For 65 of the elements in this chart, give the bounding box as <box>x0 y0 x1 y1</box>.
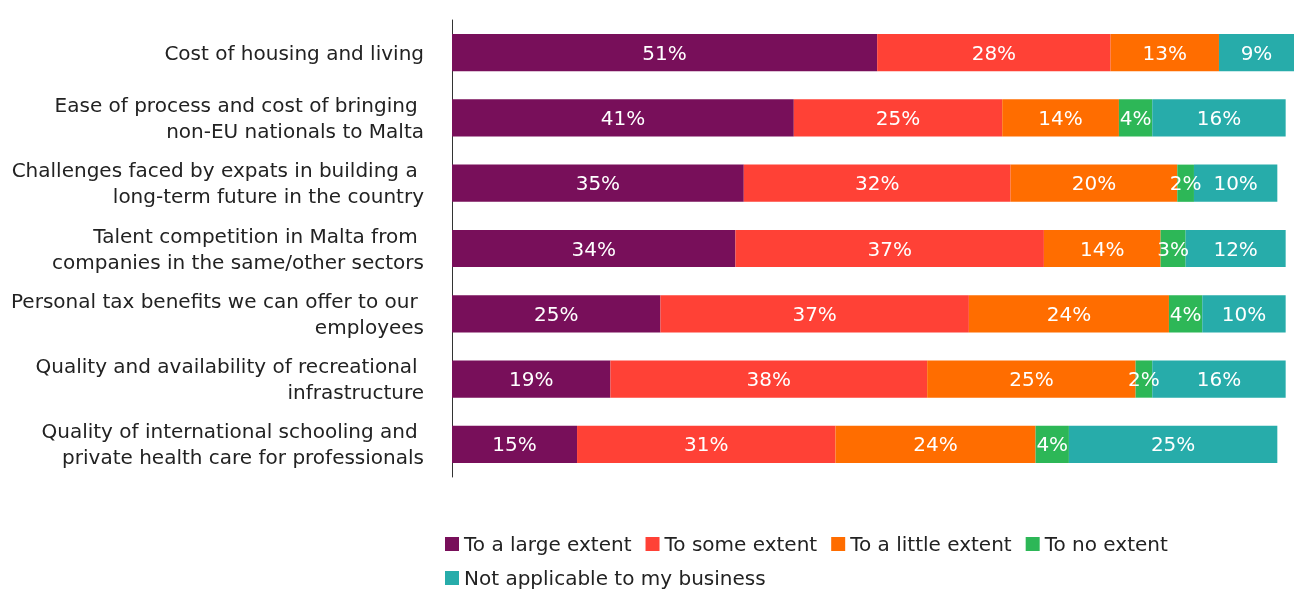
legend-label: Not applicable to my business <box>464 566 766 590</box>
bar <box>735 229 1044 268</box>
bar <box>452 34 878 72</box>
legend-label: To a little extent <box>849 532 1012 556</box>
data-label: 25% <box>875 105 921 130</box>
data-label: 25% <box>533 301 579 326</box>
data-label: 10% <box>1213 171 1258 196</box>
data-label: 24% <box>1046 301 1092 326</box>
data-label: 38% <box>746 367 792 392</box>
bar <box>452 99 794 137</box>
data-label: 16% <box>1196 105 1242 130</box>
data-label: 12% <box>1213 236 1258 261</box>
bar <box>877 34 1111 72</box>
data-label: 37% <box>867 236 912 261</box>
data-label: 25% <box>1009 367 1054 392</box>
bar <box>610 360 928 398</box>
bar <box>452 164 744 202</box>
data-label: 19% <box>508 367 554 392</box>
bar <box>1110 34 1219 72</box>
data-label: 14% <box>1038 105 1083 130</box>
data-label: 4% <box>1036 432 1069 457</box>
bar <box>1068 425 1278 463</box>
bar <box>1202 295 1286 333</box>
data-label: 13% <box>1142 40 1188 65</box>
bar <box>577 425 836 463</box>
y-tick-label: Challenges faced by expats in building a long-term future in the country <box>11 158 425 209</box>
data-label: 25% <box>1150 432 1196 457</box>
y-tick-label: Cost of housing and living <box>164 40 424 65</box>
bar <box>452 360 611 398</box>
data-label: 15% <box>492 432 537 457</box>
data-label: 31% <box>684 432 729 457</box>
y-tick-label: Quality of international schooling and private health care for professionals <box>41 419 424 470</box>
data-label: 35% <box>575 171 621 196</box>
legend-label: To a large extent <box>463 532 632 556</box>
bar <box>793 99 1003 137</box>
data-label: 41% <box>600 105 646 130</box>
y-tick-label: Ease of process and cost of bringing non-EU nationals to Malta <box>54 92 424 143</box>
bar <box>452 295 661 333</box>
bar <box>1152 99 1286 137</box>
y-tick-label: Quality and availability of recreational infrastructure <box>35 354 424 405</box>
bar <box>660 295 969 333</box>
data-label: 24% <box>913 432 958 457</box>
data-label: 34% <box>571 236 616 261</box>
data-label: 9% <box>1240 40 1273 65</box>
data-label: 28% <box>971 40 1017 65</box>
data-label: 14% <box>1080 236 1125 261</box>
bar <box>452 229 736 268</box>
bar <box>835 425 1036 463</box>
y-tick-label: Talent competition in Malta from companies in the same/other sectors <box>51 223 424 274</box>
data-label: 4% <box>1119 105 1152 130</box>
data-label: 20% <box>1071 171 1117 196</box>
legend-label: To some extent <box>663 532 818 556</box>
y-tick-label: Personal tax benefits we can offer to our employees <box>11 288 424 339</box>
bar <box>1218 34 1294 72</box>
bar <box>968 295 1169 333</box>
legend-label: To no extent <box>1043 532 1168 556</box>
bar <box>743 164 1011 202</box>
data-label: 10% <box>1221 301 1267 326</box>
data-label: 4% <box>1169 301 1202 326</box>
bar <box>452 425 578 463</box>
data-label: 37% <box>792 301 837 326</box>
data-label: 16% <box>1196 367 1242 392</box>
data-label: 51% <box>642 40 687 65</box>
data-label: 32% <box>854 171 900 196</box>
bar <box>1002 99 1119 137</box>
